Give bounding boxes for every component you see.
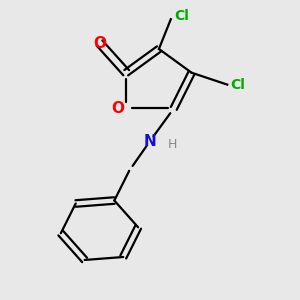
Text: Cl: Cl	[230, 78, 245, 92]
Text: Cl: Cl	[174, 9, 189, 23]
Text: N: N	[144, 134, 156, 148]
Text: O: O	[93, 35, 106, 50]
Text: H: H	[168, 138, 177, 151]
Text: O: O	[111, 101, 124, 116]
